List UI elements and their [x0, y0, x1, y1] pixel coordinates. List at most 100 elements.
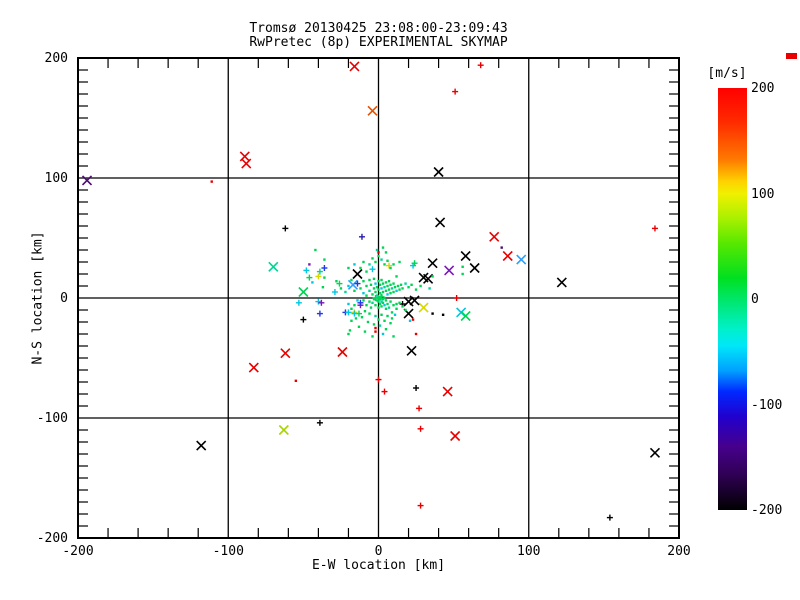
data-point	[390, 311, 394, 314]
y-tick-label: 0	[60, 291, 68, 306]
x-tick-label: -200	[62, 544, 94, 559]
data-point	[392, 290, 395, 294]
data-point	[377, 254, 380, 258]
data-point	[419, 284, 422, 288]
data-point	[378, 292, 382, 295]
data-point	[295, 299, 302, 306]
data-point	[303, 267, 310, 274]
data-point	[384, 281, 388, 284]
data-point	[389, 266, 392, 270]
data-point	[339, 287, 343, 290]
data-point	[469, 262, 480, 274]
data-point	[418, 302, 429, 313]
data-point	[389, 322, 392, 325]
data-point	[398, 288, 401, 291]
data-point	[453, 295, 460, 301]
data-point	[500, 246, 503, 249]
x-tick-label: 100	[517, 544, 541, 559]
data-point	[368, 278, 371, 282]
data-point	[450, 430, 461, 442]
data-point	[383, 296, 386, 300]
data-point	[359, 266, 362, 270]
data-point	[460, 310, 471, 322]
data-point	[383, 319, 386, 322]
data-point	[335, 280, 338, 283]
data-point	[392, 304, 395, 307]
data-point	[502, 250, 513, 262]
data-point	[353, 304, 356, 307]
data-point	[356, 299, 359, 302]
data-point	[363, 310, 367, 313]
data-point	[362, 299, 365, 302]
data-point	[389, 292, 392, 295]
colorbar-tick-label: 200	[751, 81, 775, 96]
data-point	[386, 262, 393, 269]
data-point	[347, 266, 350, 270]
data-point	[383, 263, 386, 266]
data-point	[414, 288, 418, 291]
data-point	[386, 284, 389, 288]
data-point	[407, 286, 410, 289]
data-point	[365, 270, 368, 273]
data-point	[393, 313, 397, 316]
data-point	[311, 281, 314, 284]
data-point	[321, 286, 325, 289]
data-point	[348, 329, 352, 332]
data-point	[389, 283, 392, 286]
corner-red-mark	[786, 53, 797, 59]
data-point	[390, 287, 394, 290]
data-point	[280, 348, 291, 359]
data-point	[392, 263, 395, 266]
data-point	[413, 385, 420, 391]
data-point	[241, 158, 252, 169]
data-point	[386, 314, 389, 318]
data-point	[380, 305, 383, 308]
data-point	[363, 330, 367, 333]
data-point	[606, 514, 613, 521]
data-point	[318, 299, 325, 306]
y-tick-label: 200	[44, 51, 68, 66]
data-point	[375, 248, 379, 252]
data-point	[381, 282, 385, 285]
data-point	[442, 386, 453, 397]
data-point	[374, 282, 377, 285]
colorbar-tick-label: -200	[751, 503, 783, 518]
data-point	[365, 284, 368, 288]
y-tick-label: -100	[36, 411, 68, 426]
data-point	[372, 323, 376, 326]
data-point	[386, 302, 389, 306]
data-point	[377, 251, 380, 254]
data-point	[423, 273, 434, 284]
data-point	[375, 286, 379, 289]
data-point	[389, 300, 392, 303]
data-point	[374, 290, 377, 294]
chart-subtitle: RwPretec (8p) EXPERIMENTAL SKYMAP	[249, 35, 508, 50]
data-point	[398, 260, 401, 264]
data-point	[395, 307, 398, 310]
data-point	[401, 305, 404, 308]
data-point	[358, 233, 365, 240]
data-point	[404, 282, 407, 285]
data-point	[268, 261, 279, 272]
data-point	[380, 287, 383, 290]
colorbar-unit-label: [m/s]	[707, 66, 747, 81]
data-point	[649, 447, 661, 458]
data-point	[406, 345, 417, 356]
data-point	[315, 298, 322, 305]
data-point	[368, 300, 371, 303]
data-point	[417, 502, 424, 509]
colorbar-gradient	[718, 88, 747, 510]
data-point	[383, 304, 386, 307]
data-point	[378, 302, 382, 306]
data-point	[461, 272, 464, 276]
data-point	[196, 440, 207, 451]
data-point	[321, 265, 328, 271]
data-point	[375, 376, 382, 383]
data-point	[396, 284, 400, 288]
data-point	[357, 299, 364, 306]
data-point	[395, 302, 398, 306]
data-point	[377, 306, 380, 309]
data-point	[354, 317, 358, 320]
